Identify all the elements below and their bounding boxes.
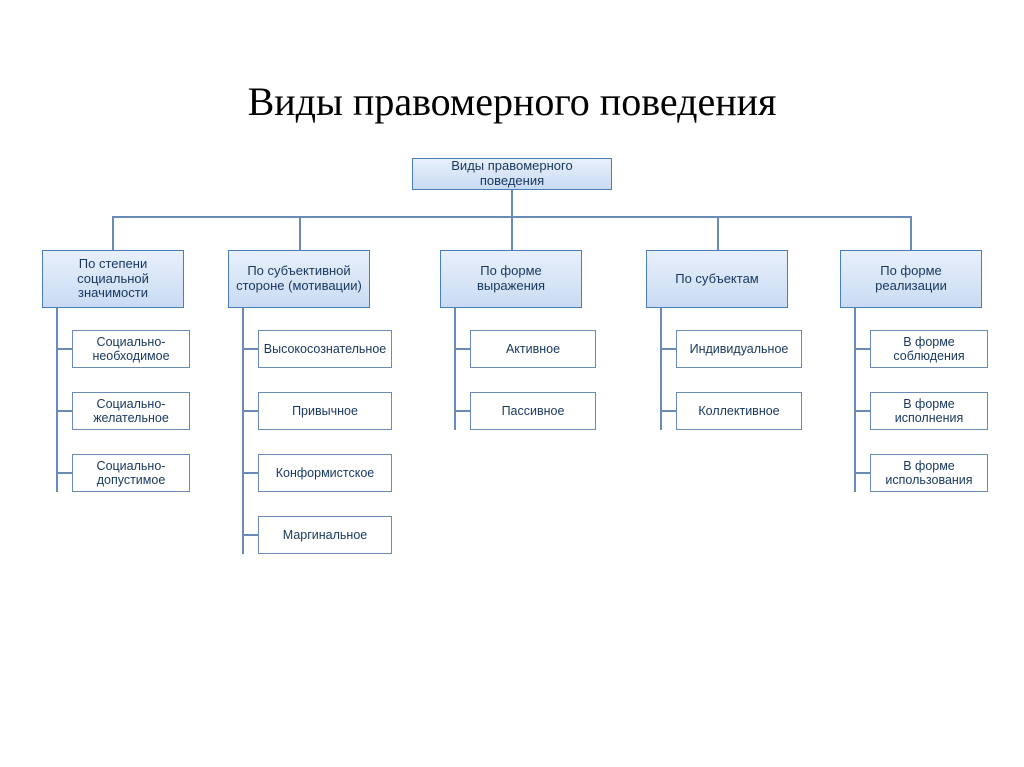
leaf-1-2-label: Социально-желательное [79, 397, 183, 426]
leaf-4-1-label: Индивидуальное [690, 342, 789, 356]
leaf-4-2-label: Коллективное [698, 404, 779, 418]
conn [242, 348, 258, 350]
cat-5: По форме реализации [840, 250, 982, 308]
leaf-1-1: Социально-необходимое [72, 330, 190, 368]
leaf-5-1: В форме соблюдения [870, 330, 988, 368]
leaf-1-3: Социально-допустимое [72, 454, 190, 492]
leaf-2-4-label: Маргинальное [283, 528, 367, 542]
conn [511, 216, 513, 250]
cat-5-label: По форме реализации [847, 264, 975, 294]
leaf-1-1-label: Социально-необходимое [79, 335, 183, 364]
cat-1: По степени социальной значимости [42, 250, 184, 308]
conn [56, 472, 72, 474]
conn [454, 410, 470, 412]
conn [112, 216, 114, 250]
conn [660, 348, 676, 350]
conn [56, 308, 58, 492]
leaf-1-3-label: Социально-допустимое [79, 459, 183, 488]
cat-2-label: По субъективной стороне (мотивации) [235, 264, 363, 294]
leaf-4-2: Коллективное [676, 392, 802, 430]
cat-1-label: По степени социальной значимости [49, 257, 177, 302]
leaf-2-1-label: Высокосознательное [264, 342, 386, 356]
leaf-2-2: Привычное [258, 392, 392, 430]
leaf-2-2-label: Привычное [292, 404, 358, 418]
conn [454, 348, 470, 350]
leaf-2-1: Высокосознательное [258, 330, 392, 368]
leaf-5-3: В форме использования [870, 454, 988, 492]
cat-3: По форме выражения [440, 250, 582, 308]
conn [242, 472, 258, 474]
conn [511, 190, 513, 216]
root-node: Виды правомерного поведения [412, 158, 612, 190]
leaf-3-2: Пассивное [470, 392, 596, 430]
leaf-5-1-label: В форме соблюдения [877, 335, 981, 364]
conn [56, 348, 72, 350]
leaf-5-2: В форме исполнения [870, 392, 988, 430]
leaf-2-3: Конформистское [258, 454, 392, 492]
leaf-3-2-label: Пассивное [502, 404, 565, 418]
cat-3-label: По форме выражения [447, 264, 575, 294]
leaf-4-1: Индивидуальное [676, 330, 802, 368]
leaf-1-2: Социально-желательное [72, 392, 190, 430]
leaf-5-2-label: В форме исполнения [877, 397, 981, 426]
leaf-5-3-label: В форме использования [877, 459, 981, 488]
conn [910, 216, 912, 250]
leaf-3-1: Активное [470, 330, 596, 368]
conn [854, 410, 870, 412]
conn [660, 410, 676, 412]
leaf-2-4: Маргинальное [258, 516, 392, 554]
page-title: Виды правомерного поведения [0, 78, 1024, 125]
conn [854, 348, 870, 350]
cat-4: По субъектам [646, 250, 788, 308]
conn [242, 308, 244, 554]
conn [56, 410, 72, 412]
conn [242, 410, 258, 412]
leaf-3-1-label: Активное [506, 342, 560, 356]
cat-2: По субъективной стороне (мотивации) [228, 250, 370, 308]
root-label: Виды правомерного поведения [419, 159, 605, 189]
conn [242, 534, 258, 536]
cat-4-label: По субъектам [675, 272, 759, 287]
conn [299, 216, 301, 250]
leaf-2-3-label: Конформистское [276, 466, 375, 480]
conn [854, 472, 870, 474]
conn [717, 216, 719, 250]
conn [854, 308, 856, 492]
